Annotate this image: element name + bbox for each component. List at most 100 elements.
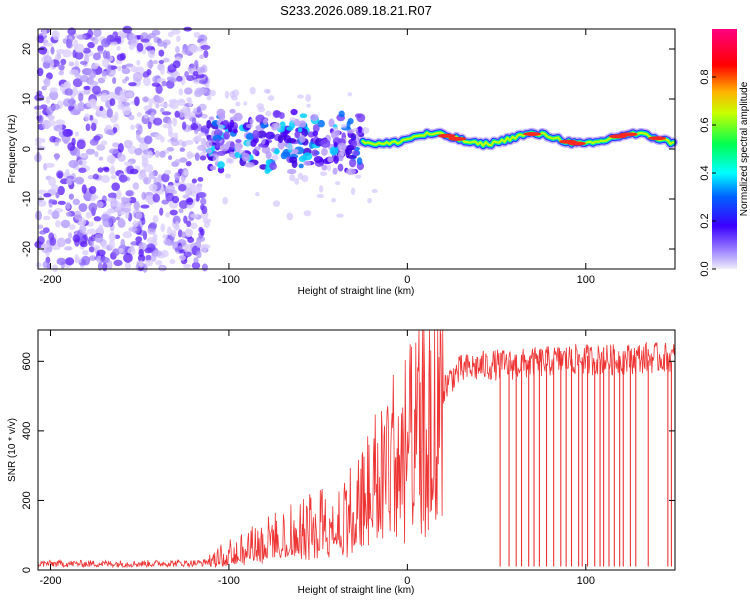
snr-ytick-label: 600 [21,352,33,370]
heatmap-noise-blob [85,123,91,132]
heatmap-noise-blob [138,242,147,250]
heatmap-faint-blob [294,178,300,185]
heatmap-onset-blob [241,152,250,162]
heatmap-noise-blob [37,224,44,230]
heatmap-onset-blob [206,119,212,129]
heatmap-noise-blob [89,98,97,107]
heatmap-onset-blob [286,126,294,131]
heatmap-faint-blob [217,124,224,131]
heatmap-noise-blob [168,131,174,138]
heatmap-noise-blob [109,148,119,155]
heatmap-noise-blob [166,226,172,236]
heatmap-noise-blob [143,135,153,145]
heatmap-hotspot [437,133,456,138]
heatmap-noise-blob [66,177,73,186]
heatmap-noise-blob [97,45,104,52]
heatmap-onset-blob [216,108,226,118]
snr-panel: -200 -100 0 100 0 200 400 600 Height of straig… [7,329,676,596]
heatmap-noise-blob [181,231,187,239]
colorbar-tick-label: 0.2 [699,213,711,228]
heatmap-noise-blob [155,103,160,109]
heatmap-noise-blob [161,173,170,183]
heatmap-noise-blob [112,77,117,85]
heatmap-noise-blob [88,255,97,261]
heatmap-noise-blob [36,235,45,245]
snr-ytick-label: 0 [21,567,33,573]
heatmap-noise-blob [74,147,81,158]
heatmap-noise-blob [153,250,163,257]
heatmap-noise-blob [60,219,71,229]
heatmap-faint-blob [340,150,345,157]
heatmap-noise-blob [51,184,59,192]
heatmap-noise-blob [69,69,79,76]
heatmap-noise-blob [179,147,186,152]
heatmap-noise-blob [125,140,134,148]
heatmap-noise-blob [191,117,197,125]
heatmap-noise-blob [169,209,178,216]
heatmap-faint-blob [352,127,359,133]
heatmap-noise-blob [92,105,101,110]
heatmap-onset-blob [206,149,212,154]
heatmap-noise-blob [101,241,108,250]
heatmap-noise-blob [103,167,110,173]
heatmap-onset-blob [333,141,338,148]
heatmap-noise-blob [64,237,72,245]
heatmap-onset-blob [223,133,229,140]
heatmap-faint-blob [361,127,370,134]
heatmap-noise-blob [100,175,111,184]
heatmap-faint-blob [249,86,256,95]
heatmap-noise-blob [110,201,119,207]
heatmap-noise-blob [150,112,155,118]
heatmap-noise-blob [187,236,195,243]
heatmap-noise-blob [194,135,202,142]
heatmap-noise-blob [134,148,143,156]
heatmap-onset-blob [298,163,304,169]
heatmap-noise-blob [138,260,144,268]
heatmap-noise-blob [96,249,106,257]
heatmap-faint-blob [246,140,251,147]
heatmap-noise-blob [120,196,127,203]
heatmap-noise-blob [90,122,97,132]
heatmap-noise-blob [40,243,50,248]
heatmap-noise-blob [89,240,94,247]
heatmap-noise-blob [64,257,75,266]
heatmap-noise-blob [178,254,186,261]
heatmap-onset-blob [244,162,255,168]
heatmap-faint-blob [222,196,229,205]
colorbar-tick-label: 0.0 [699,261,711,276]
heatmap-noise-blob [74,51,84,60]
heatmap-noise-blob [178,88,184,96]
heatmap-noise-blob [176,35,181,43]
heatmap-noise-blob [42,261,48,269]
snr-xlabel: Height of straight line (km) [298,585,415,596]
heatmap-noise-blob [93,216,102,222]
heatmap-noise-blob [168,102,176,109]
heatmap-noise-blob [204,83,210,89]
heatmap-noise-blob [37,35,44,44]
heatmap-onset-blob [299,134,306,143]
heatmap-noise-blob [92,52,101,61]
heatmap-onset-blob [311,149,319,157]
heatmap-onset-blob [286,168,297,175]
heatmap-noise-blob [200,204,205,211]
heatmap-onset-blob [349,158,357,168]
snr-ytick-label: 400 [21,422,33,440]
heatmap-noise-blob [86,228,97,235]
heatmap-noise-blob [36,67,44,77]
heatmap-onset-blob [219,144,230,152]
heatmap-onset-blob [235,139,242,144]
heatmap-onset-blob [338,110,345,118]
heatmap-noise-blob [170,229,177,238]
heatmap-noise-blob [117,142,124,153]
heatmap-noise-blob [158,49,165,57]
heatmap-onset-blob [356,157,363,166]
heatmap-noise-blob [173,132,179,140]
heatmap-noise-blob [186,220,192,228]
heatmap-onset-blob [303,160,312,166]
heatmap-x-ticks: -200 -100 0 100 [39,29,595,286]
heatmap-noise-blob [200,44,211,51]
heatmap-noise-blob [178,183,187,192]
heatmap-onset-blob [293,148,299,154]
heatmap-noise-blob [106,197,116,203]
